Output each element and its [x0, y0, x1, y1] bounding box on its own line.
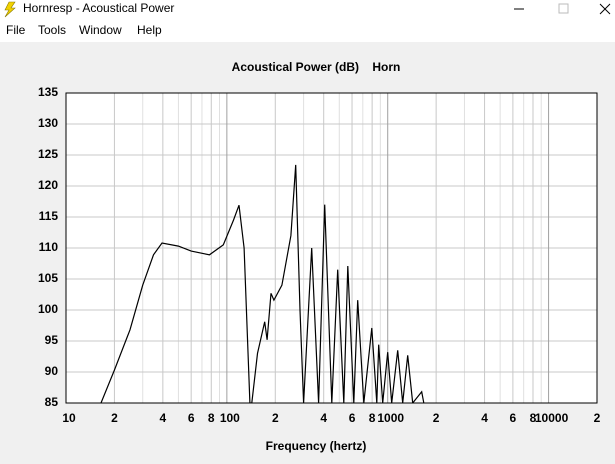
- y-tick-label: 90: [45, 364, 59, 378]
- title-menu-background: [0, 0, 615, 42]
- y-tick-label: 85: [45, 395, 59, 409]
- window-title: Hornresp - Acoustical Power: [23, 1, 174, 15]
- x-tick-label: 10: [62, 411, 76, 425]
- x-tick-label: 8: [208, 411, 215, 425]
- x-tick-label: 10000: [535, 411, 569, 425]
- x-axis-label: Frequency (hertz): [266, 439, 367, 453]
- menu-item[interactable]: Window: [79, 23, 122, 37]
- x-tick-label: 2: [272, 411, 279, 425]
- menu-item[interactable]: Help: [137, 23, 162, 37]
- y-tick-label: 95: [45, 333, 59, 347]
- x-tick-label: 2: [111, 411, 118, 425]
- y-tick-label: 135: [38, 85, 58, 99]
- x-tick-label: 2: [433, 411, 440, 425]
- x-tick-label: 6: [349, 411, 356, 425]
- x-tick-label: 6: [510, 411, 517, 425]
- x-tick-label: 2: [594, 411, 601, 425]
- menu-item[interactable]: File: [6, 23, 26, 37]
- x-tick-label: 4: [320, 411, 327, 425]
- y-tick-label: 115: [39, 209, 59, 223]
- x-tick-label: 100: [220, 411, 240, 425]
- y-tick-label: 125: [38, 147, 58, 161]
- x-tick-label: 8: [530, 411, 537, 425]
- y-tick-label: 100: [38, 302, 58, 316]
- x-tick-label: 8: [369, 411, 376, 425]
- x-tick-label: 4: [160, 411, 167, 425]
- menu-item[interactable]: Tools: [38, 23, 66, 37]
- chart-title: Acoustical Power (dB) Horn: [232, 60, 401, 74]
- y-tick-label: 105: [38, 271, 58, 285]
- app-icon: [4, 1, 16, 18]
- maximize-button[interactable]: [558, 3, 569, 14]
- x-tick-label: 6: [188, 411, 195, 425]
- x-tick-label: 1000: [377, 411, 404, 425]
- y-tick-label: 110: [39, 240, 59, 254]
- y-tick-label: 120: [38, 178, 58, 192]
- series-line: [100, 164, 425, 403]
- x-tick-label: 4: [481, 411, 488, 425]
- y-tick-label: 130: [38, 116, 58, 130]
- close-button[interactable]: [599, 3, 611, 15]
